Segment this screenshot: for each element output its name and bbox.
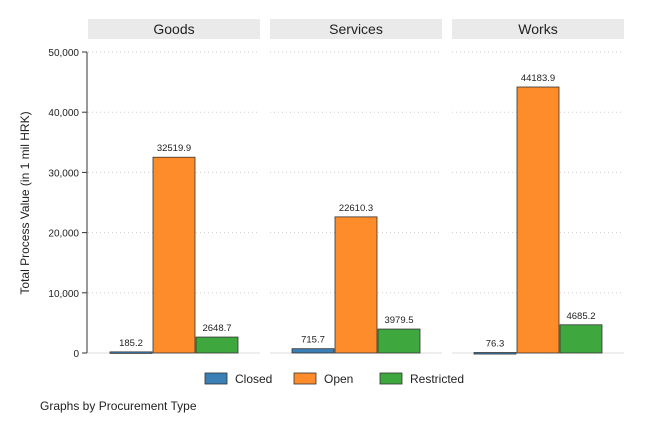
data-label-services-closed: 715.7 [301,335,325,346]
y-axis: 0 10,000 20,000 30,000 40,000 50,000 [48,48,88,360]
legend-swatch-restricted [379,372,403,385]
bar-services-open [334,216,378,354]
y-axis-label: Total Process Value (in 1 mil HRK) [18,111,32,294]
bar-goods-open [152,156,196,354]
y-tick-label-2: 20,000 [48,229,79,240]
panel-title-works: Works [518,21,557,37]
y-tick-label-0: 0 [73,349,79,360]
bar-services-restricted [377,328,421,354]
y-tick-label-4: 40,000 [48,108,79,119]
legend-item-open: Open [293,372,353,386]
data-label-goods-open: 32519.9 [157,143,191,154]
panel-header-services [270,19,442,39]
bar-works-restricted [559,324,603,354]
bar-works-closed [473,352,517,355]
data-label-goods-closed: 185.2 [119,338,143,349]
legend-swatch-open [293,372,317,385]
legend-item-closed: Closed [204,372,272,386]
bar-works-open [516,86,560,354]
legend-swatch-closed [204,372,228,385]
legend-label-closed: Closed [235,372,272,386]
panel-title-goods: Goods [153,21,194,37]
data-label-works-closed: 76.3 [486,339,505,350]
data-label-works-restricted: 4685.2 [566,311,595,322]
bar-goods-restricted [195,336,239,354]
panels: Goods 185.2 32519.9 2648.7 Services 715.7 2261… [88,19,624,355]
panel-header-goods [88,19,260,39]
bar-services-closed [291,348,335,354]
y-tick-label-1: 10,000 [48,289,79,300]
chart-note: Graphs by Procurement Type [40,399,197,413]
panel-services: Services 715.7 22610.3 3979.5 [270,19,442,354]
panel-title-services: Services [329,21,383,37]
legend: Closed Open Restricted [204,372,464,386]
panel-works: Works 76.3 44183.9 4685.2 [452,19,624,355]
bar-goods-closed [109,351,153,354]
legend-label-restricted: Restricted [410,372,464,386]
data-label-services-open: 22610.3 [339,203,373,214]
data-label-goods-restricted: 2648.7 [202,323,231,334]
data-label-works-open: 44183.9 [521,73,555,84]
y-tick-label-5: 50,000 [48,48,79,59]
data-label-services-restricted: 3979.5 [384,315,413,326]
legend-item-restricted: Restricted [379,372,464,386]
panel-header-works [452,19,624,39]
legend-label-open: Open [324,372,353,386]
panel-goods: Goods 185.2 32519.9 2648.7 [88,19,260,354]
y-tick-label-3: 30,000 [48,168,79,179]
